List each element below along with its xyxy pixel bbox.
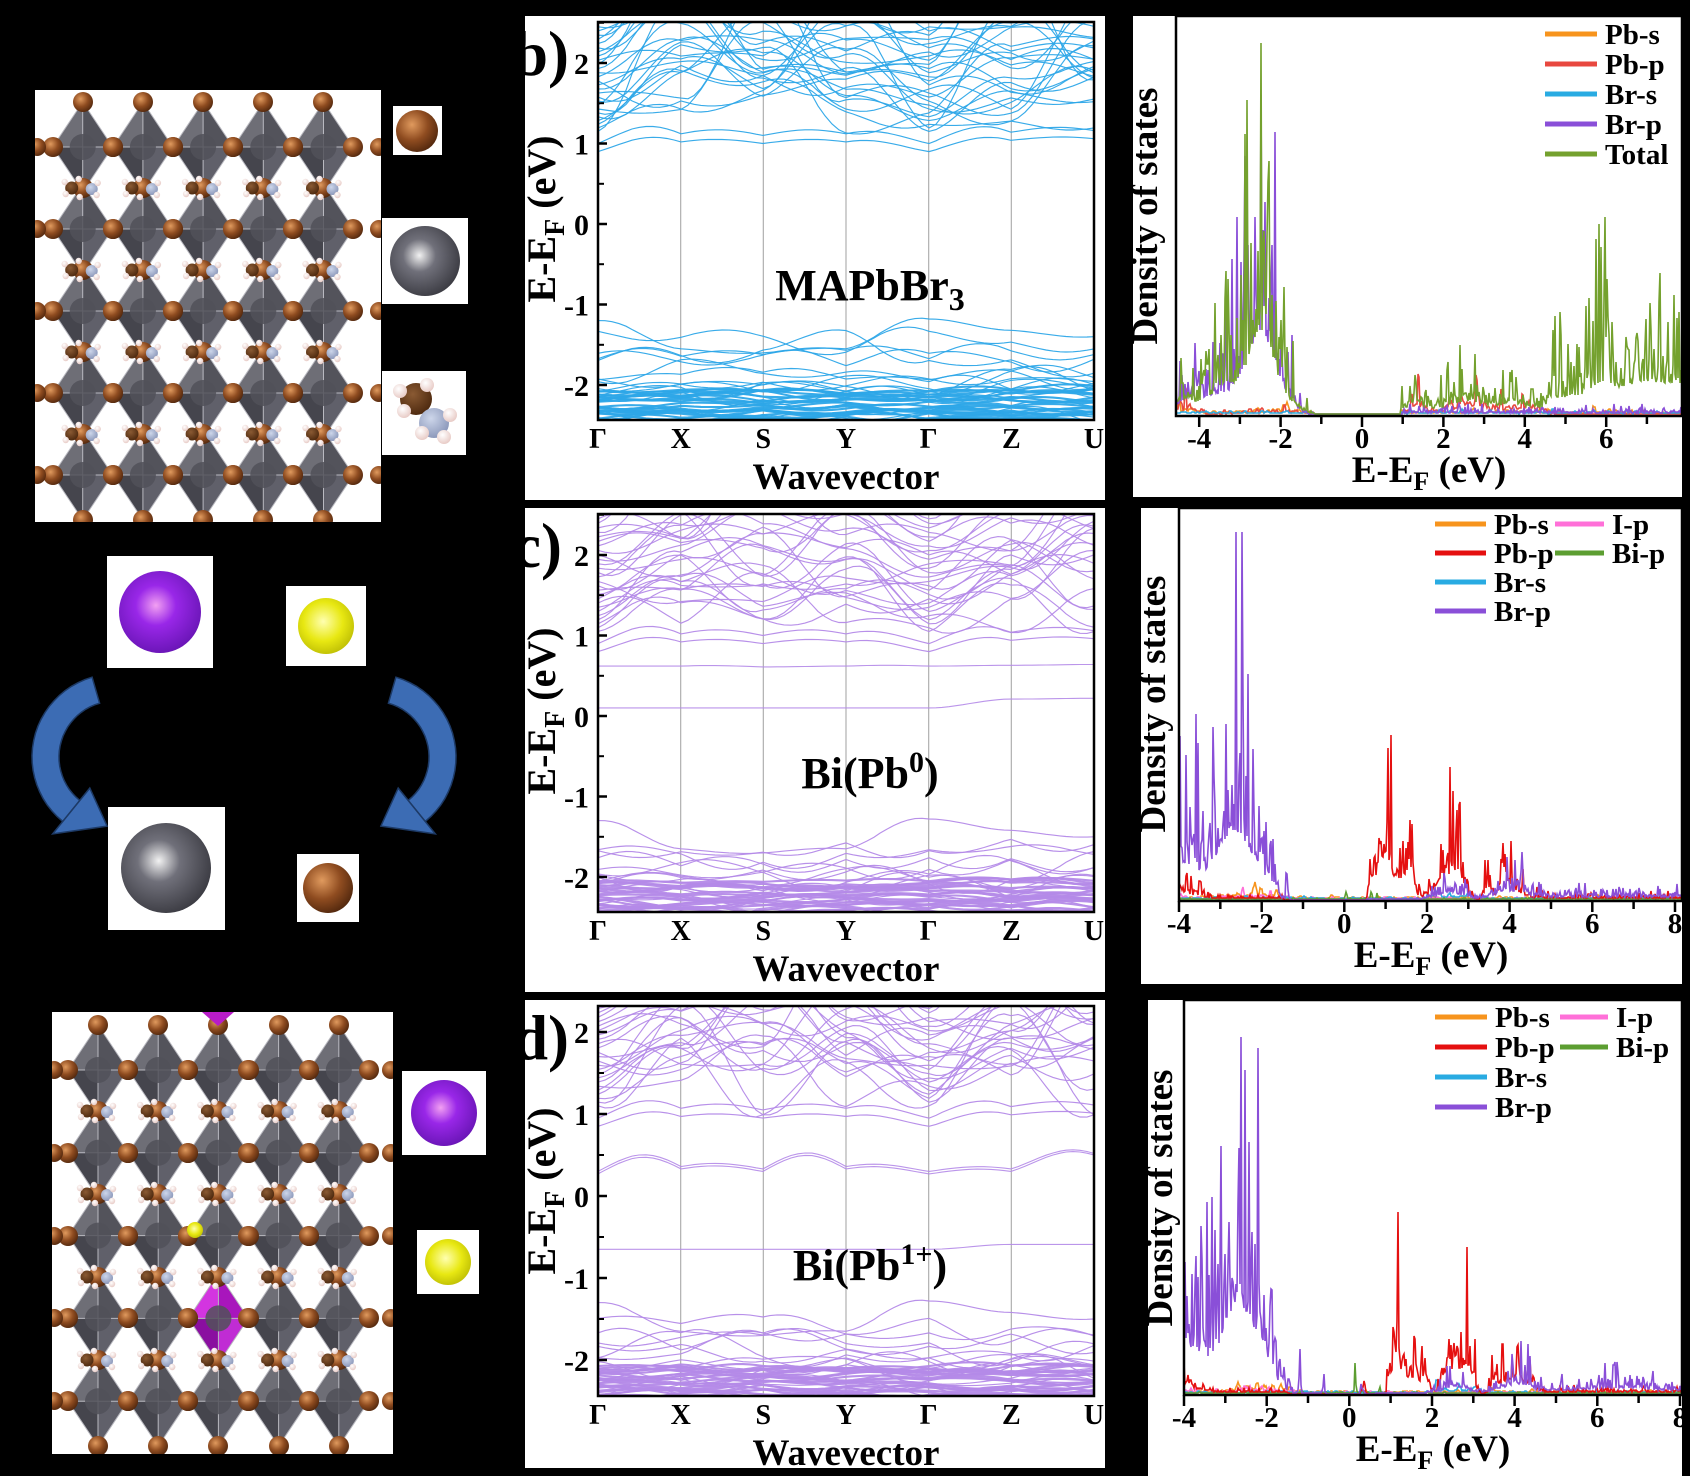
svg-text:-4: -4 — [1167, 908, 1191, 940]
svg-text:Z: Z — [1002, 1400, 1021, 1431]
svg-text:8: 8 — [1668, 908, 1683, 940]
svg-text:Γ: Γ — [589, 1400, 607, 1431]
svg-text:Z: Z — [1002, 424, 1021, 455]
svg-text:-4: -4 — [1172, 1402, 1196, 1434]
svg-text:-2: -2 — [1255, 1402, 1279, 1434]
svg-text:S: S — [756, 916, 772, 947]
svg-text:2: 2 — [574, 48, 589, 81]
svg-text:Bi-p: Bi-p — [1616, 1032, 1669, 1064]
svg-text:Pb-p: Pb-p — [1495, 1032, 1555, 1064]
svg-text:U: U — [1084, 916, 1104, 947]
svg-text:E-EF (eV): E-EF (eV) — [1352, 450, 1507, 496]
svg-text:E-EF (eV): E-EF (eV) — [1356, 1429, 1511, 1475]
svg-text:Bi(Pb1+): Bi(Pb1+) — [793, 1238, 947, 1290]
svg-text:Z: Z — [1002, 916, 1021, 947]
svg-text:Total: Total — [1605, 139, 1668, 171]
svg-text:E-EF (eV): E-EF (eV) — [519, 135, 571, 302]
svg-text:X: X — [671, 1400, 691, 1431]
svg-text:Γ: Γ — [920, 424, 938, 455]
svg-text:2: 2 — [1420, 908, 1435, 940]
svg-text:Wavevector: Wavevector — [753, 1433, 940, 1474]
svg-text:E-EF (eV): E-EF (eV) — [519, 1107, 571, 1274]
svg-text:-1: -1 — [564, 1263, 589, 1296]
svg-text:Γ: Γ — [920, 1400, 938, 1431]
svg-text:Γ: Γ — [589, 916, 607, 947]
svg-text:4: 4 — [1502, 908, 1517, 940]
svg-text:Pb-p: Pb-p — [1494, 538, 1554, 570]
svg-text:2: 2 — [1425, 1402, 1440, 1434]
svg-text:X: X — [671, 424, 691, 455]
svg-text:Br-s: Br-s — [1495, 1062, 1547, 1094]
svg-text:Y: Y — [836, 1400, 856, 1431]
svg-text:-2: -2 — [1250, 908, 1274, 940]
svg-text:-2: -2 — [564, 1345, 589, 1378]
svg-text:4: 4 — [1507, 1402, 1522, 1434]
svg-text:-2: -2 — [564, 370, 589, 403]
svg-text:Wavevector: Wavevector — [753, 949, 940, 990]
svg-text:Br-s: Br-s — [1605, 79, 1657, 111]
svg-text:0: 0 — [574, 1181, 589, 1214]
svg-text:-2: -2 — [1269, 423, 1293, 455]
svg-text:S: S — [756, 1400, 772, 1431]
svg-text:Br-p: Br-p — [1494, 596, 1551, 628]
svg-text:2: 2 — [574, 540, 589, 573]
svg-text:Pb-s: Pb-s — [1495, 1002, 1550, 1034]
svg-text:0: 0 — [1342, 1402, 1357, 1434]
svg-text:6: 6 — [1585, 908, 1600, 940]
svg-text:E-EF (eV): E-EF (eV) — [519, 627, 571, 794]
svg-text:c): c) — [517, 511, 562, 581]
svg-text:I-p: I-p — [1612, 509, 1649, 541]
svg-text:Br-p: Br-p — [1495, 1092, 1552, 1124]
svg-text:-1: -1 — [564, 290, 589, 323]
svg-text:Bi-p: Bi-p — [1612, 538, 1665, 570]
svg-text:Y: Y — [836, 424, 856, 455]
svg-text:b): b) — [517, 19, 569, 89]
svg-text:Br-s: Br-s — [1494, 567, 1546, 599]
svg-text:6: 6 — [1590, 1402, 1605, 1434]
svg-text:U: U — [1084, 424, 1104, 455]
svg-text:Pb-p: Pb-p — [1605, 49, 1665, 81]
svg-text:2: 2 — [574, 1017, 589, 1050]
svg-text:0: 0 — [574, 209, 589, 242]
svg-text:Pb-s: Pb-s — [1605, 19, 1660, 51]
svg-text:Γ: Γ — [920, 916, 938, 947]
svg-text:1: 1 — [574, 621, 589, 654]
svg-text:6: 6 — [1599, 423, 1614, 455]
svg-text:Br-p: Br-p — [1605, 109, 1662, 141]
svg-text:S: S — [756, 424, 772, 455]
svg-text:0: 0 — [574, 701, 589, 734]
svg-text:U: U — [1084, 1400, 1104, 1431]
svg-text:d): d) — [517, 1003, 569, 1073]
svg-text:E-EF (eV): E-EF (eV) — [1354, 935, 1509, 981]
svg-text:-4: -4 — [1187, 423, 1211, 455]
svg-text:0: 0 — [1337, 908, 1352, 940]
svg-text:Pb-s: Pb-s — [1494, 509, 1549, 541]
svg-text:Wavevector: Wavevector — [753, 457, 940, 498]
svg-text:0: 0 — [1355, 423, 1370, 455]
svg-text:2: 2 — [1436, 423, 1451, 455]
svg-text:I-p: I-p — [1616, 1002, 1653, 1034]
svg-text:-2: -2 — [564, 862, 589, 895]
svg-text:X: X — [671, 916, 691, 947]
svg-text:-1: -1 — [564, 782, 589, 815]
svg-text:MAPbBr3: MAPbBr3 — [775, 261, 965, 317]
svg-text:1: 1 — [574, 129, 589, 162]
svg-text:1: 1 — [574, 1099, 589, 1132]
svg-text:Γ: Γ — [589, 424, 607, 455]
svg-text:Y: Y — [836, 916, 856, 947]
svg-text:4: 4 — [1518, 423, 1533, 455]
